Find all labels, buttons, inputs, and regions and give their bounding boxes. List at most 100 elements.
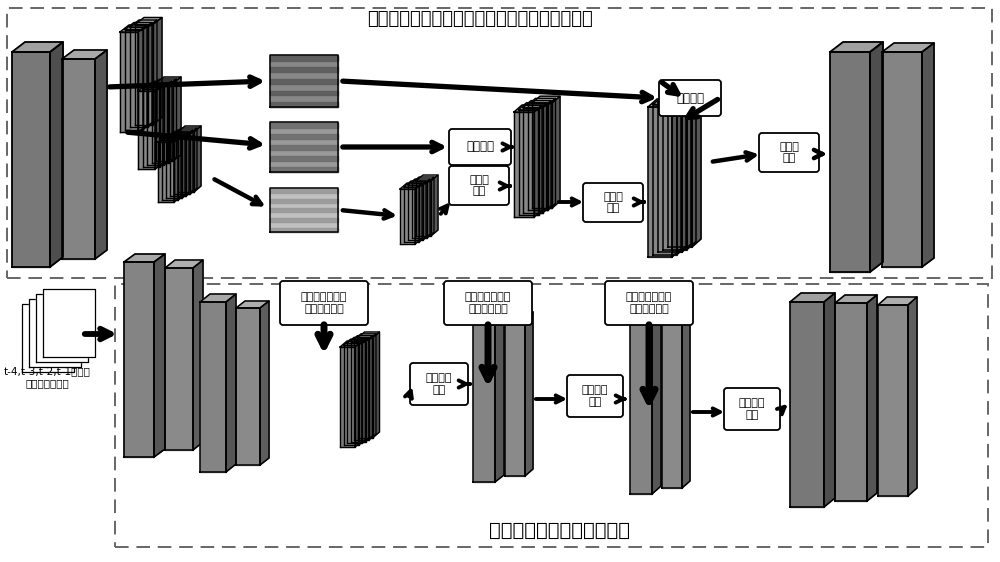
Polygon shape	[532, 96, 560, 103]
Polygon shape	[143, 22, 152, 129]
Polygon shape	[518, 110, 538, 215]
Polygon shape	[236, 301, 269, 308]
Polygon shape	[270, 145, 338, 150]
Polygon shape	[922, 43, 934, 267]
Polygon shape	[43, 289, 95, 357]
Polygon shape	[354, 340, 369, 440]
Polygon shape	[170, 136, 186, 196]
FancyBboxPatch shape	[659, 80, 721, 116]
Polygon shape	[412, 183, 427, 238]
Text: 特征融合
模块: 特征融合 模块	[739, 398, 765, 420]
Polygon shape	[260, 301, 269, 465]
Polygon shape	[138, 85, 163, 91]
FancyBboxPatch shape	[7, 8, 992, 278]
FancyBboxPatch shape	[449, 166, 509, 205]
Polygon shape	[355, 341, 362, 447]
Polygon shape	[663, 99, 687, 250]
Polygon shape	[505, 312, 533, 319]
Polygon shape	[630, 306, 661, 314]
FancyBboxPatch shape	[759, 133, 819, 172]
Polygon shape	[525, 312, 533, 476]
Polygon shape	[400, 189, 415, 244]
Polygon shape	[270, 198, 338, 203]
Polygon shape	[870, 42, 883, 272]
Polygon shape	[166, 132, 189, 138]
Polygon shape	[416, 175, 438, 181]
Polygon shape	[351, 336, 372, 342]
Polygon shape	[162, 134, 185, 140]
Polygon shape	[653, 105, 677, 255]
Polygon shape	[173, 77, 181, 161]
Polygon shape	[662, 308, 690, 315]
Polygon shape	[423, 179, 430, 240]
Polygon shape	[790, 293, 835, 302]
Polygon shape	[867, 295, 877, 501]
Polygon shape	[663, 92, 696, 99]
Polygon shape	[160, 83, 168, 167]
Polygon shape	[830, 42, 883, 52]
Polygon shape	[630, 314, 652, 494]
Polygon shape	[835, 295, 877, 303]
Polygon shape	[366, 336, 372, 442]
Polygon shape	[166, 138, 182, 198]
Polygon shape	[408, 179, 430, 185]
Polygon shape	[178, 134, 185, 200]
Polygon shape	[12, 42, 63, 52]
Polygon shape	[147, 87, 164, 165]
Polygon shape	[270, 102, 338, 107]
Polygon shape	[12, 52, 50, 267]
Polygon shape	[152, 79, 176, 85]
Polygon shape	[552, 96, 560, 208]
Polygon shape	[431, 175, 438, 236]
Polygon shape	[419, 181, 426, 242]
Polygon shape	[165, 260, 203, 268]
Polygon shape	[182, 132, 189, 198]
Polygon shape	[495, 310, 504, 482]
Polygon shape	[344, 339, 366, 345]
Polygon shape	[62, 50, 107, 59]
Polygon shape	[362, 337, 369, 443]
Polygon shape	[29, 299, 81, 367]
Polygon shape	[270, 55, 338, 107]
Polygon shape	[882, 52, 922, 267]
Polygon shape	[528, 106, 548, 210]
Polygon shape	[672, 99, 681, 257]
Polygon shape	[156, 83, 173, 161]
Polygon shape	[682, 94, 691, 252]
Polygon shape	[270, 167, 338, 172]
Polygon shape	[130, 20, 157, 27]
Polygon shape	[190, 128, 197, 194]
Polygon shape	[120, 25, 147, 32]
Polygon shape	[692, 89, 701, 247]
Polygon shape	[344, 345, 358, 445]
Polygon shape	[130, 27, 148, 127]
Polygon shape	[162, 140, 178, 200]
Polygon shape	[36, 294, 88, 362]
Polygon shape	[878, 305, 908, 496]
Polygon shape	[120, 32, 138, 132]
Polygon shape	[138, 25, 147, 132]
Polygon shape	[473, 310, 504, 317]
Polygon shape	[174, 134, 190, 194]
Polygon shape	[95, 50, 107, 259]
Polygon shape	[415, 183, 422, 244]
Polygon shape	[158, 136, 181, 142]
Polygon shape	[662, 315, 682, 488]
Text: 多尺度光流记忆
模块特征输入: 多尺度光流记忆 模块特征输入	[465, 292, 511, 314]
Polygon shape	[882, 43, 934, 52]
Polygon shape	[372, 332, 380, 438]
Polygon shape	[143, 83, 168, 89]
FancyBboxPatch shape	[449, 129, 511, 165]
Polygon shape	[147, 81, 172, 87]
Polygon shape	[270, 90, 338, 96]
Text: 卷积上
采样: 卷积上 采样	[469, 175, 489, 196]
Polygon shape	[427, 177, 434, 238]
Polygon shape	[505, 319, 525, 476]
FancyBboxPatch shape	[724, 388, 780, 430]
Polygon shape	[124, 254, 165, 262]
Polygon shape	[148, 20, 157, 127]
Polygon shape	[270, 56, 338, 61]
Polygon shape	[186, 130, 193, 196]
Polygon shape	[824, 293, 835, 507]
Polygon shape	[270, 134, 338, 139]
